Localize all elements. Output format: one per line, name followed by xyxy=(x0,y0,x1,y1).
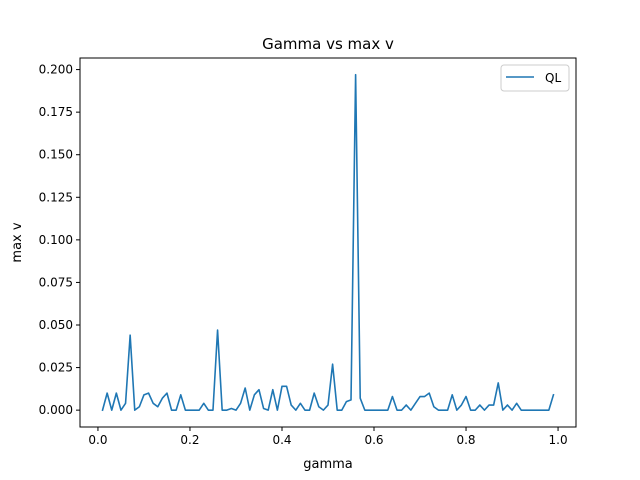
x-tick-label: 0.8 xyxy=(456,433,475,447)
x-tick-label: 0.6 xyxy=(364,433,383,447)
y-axis: 0.000 0.025 0.050 0.075 0.100 0.125 0.150 0.175… xyxy=(39,63,80,417)
y-tick-label: 0.100 xyxy=(39,233,73,247)
axes-frame xyxy=(79,57,577,428)
series-line-ql xyxy=(101,73,555,412)
y-tick-label: 0.150 xyxy=(39,148,73,162)
y-axis-label: max v xyxy=(10,222,25,262)
x-tick-label: 0.4 xyxy=(272,433,291,447)
x-axis: 0.0 0.2 0.4 0.6 0.8 1.0 xyxy=(88,427,568,447)
legend-box xyxy=(500,64,570,92)
chart-title: Gamma vs max v xyxy=(262,35,394,53)
y-tick-label: 0.075 xyxy=(39,275,73,289)
plot-area xyxy=(79,57,577,428)
x-axis-label: gamma xyxy=(303,457,353,472)
x-tick-label: 0.0 xyxy=(88,433,107,447)
x-tick-label: 1.0 xyxy=(549,433,568,447)
y-tick-label: 0.200 xyxy=(39,63,73,77)
x-tick-label: 0.2 xyxy=(180,433,199,447)
y-tick-label: 0.125 xyxy=(39,190,73,204)
y-tick-label: 0.000 xyxy=(39,403,73,417)
y-tick-label: 0.050 xyxy=(39,318,73,332)
y-tick-label: 0.025 xyxy=(39,361,73,375)
legend-label: QL xyxy=(545,71,561,85)
legend: QL xyxy=(500,64,570,92)
y-tick-label: 0.175 xyxy=(39,105,73,119)
